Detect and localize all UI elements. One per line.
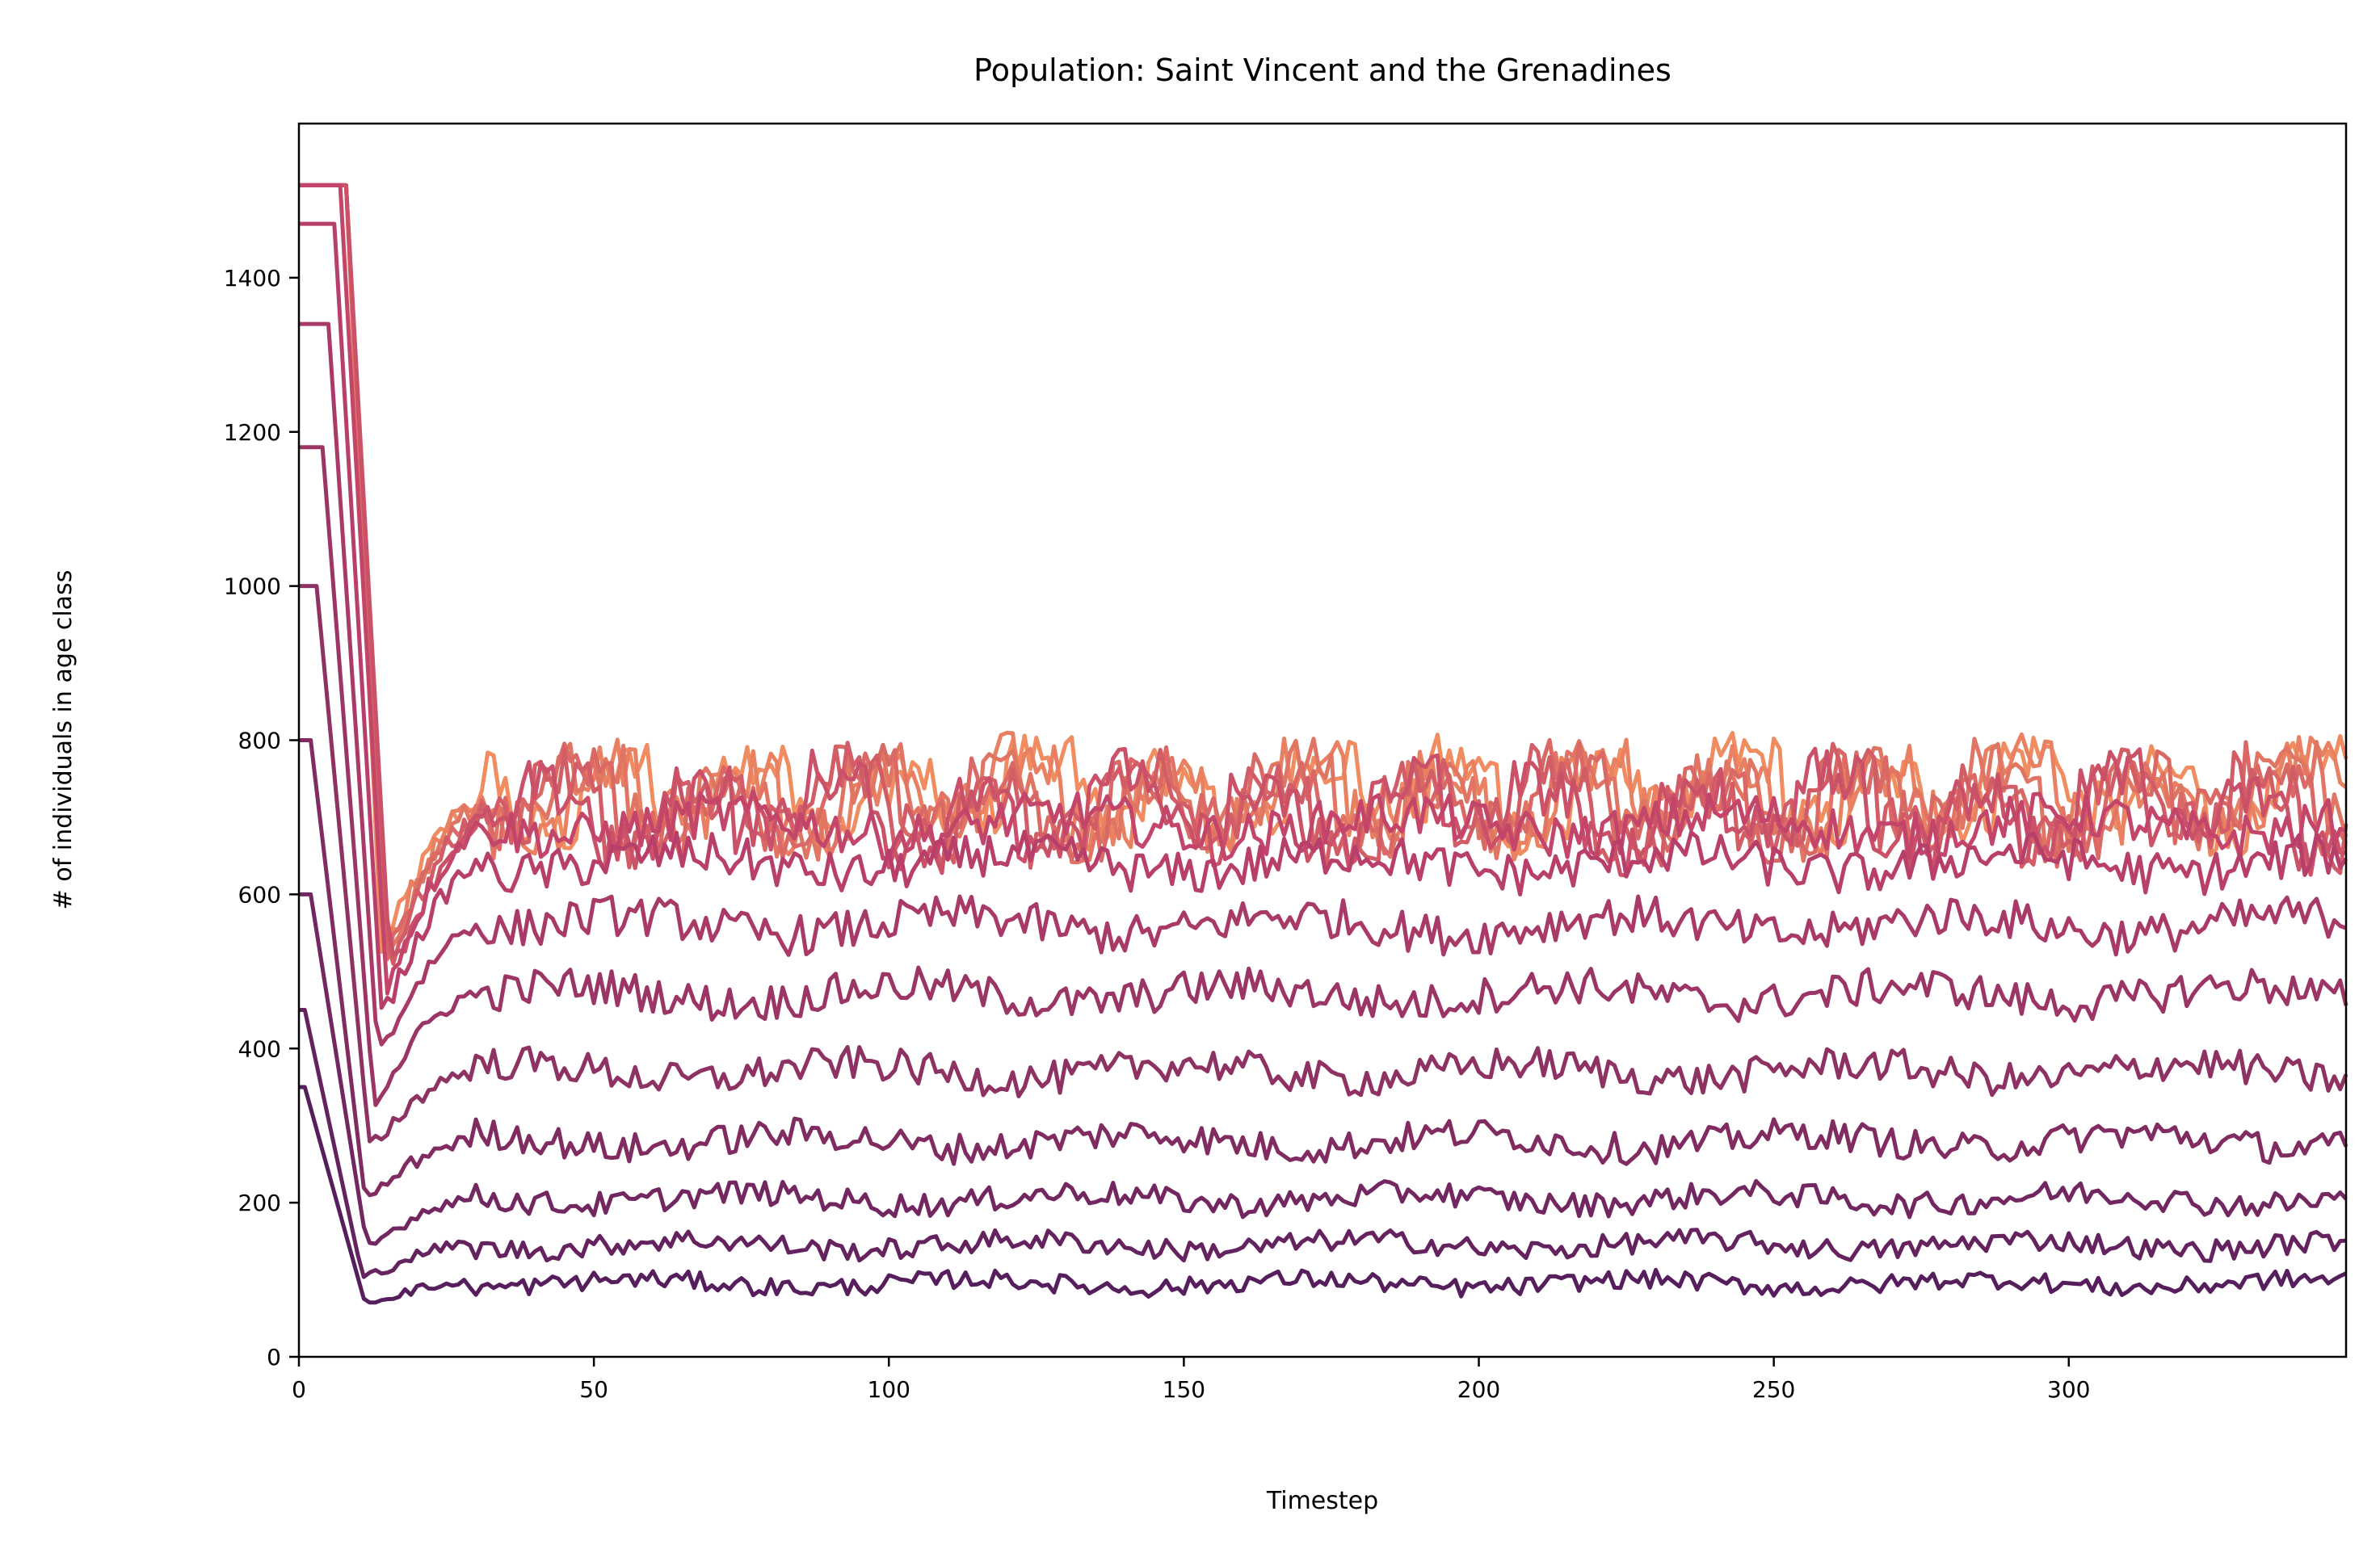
series-line-7 xyxy=(299,183,2347,996)
series-line-10 xyxy=(299,445,2348,1107)
x-tick-label: 300 xyxy=(2047,1376,2090,1403)
series-line-2 xyxy=(299,183,2348,962)
x-axis-ticks: 0 50 100 150 200 250 300 xyxy=(292,1357,2091,1403)
series-line-14 xyxy=(299,1008,2347,1279)
series-layer xyxy=(299,183,2348,1305)
y-tick-label: 1400 xyxy=(224,265,281,292)
x-axis-label: Timestep xyxy=(1266,1487,1378,1515)
x-tick-label: 250 xyxy=(1752,1376,1795,1403)
y-tick-label: 800 xyxy=(238,728,281,754)
y-tick-label: 600 xyxy=(238,881,281,908)
y-axis-label: # of individuals in age class xyxy=(49,570,78,910)
series-line-12 xyxy=(299,738,2348,1198)
chart-title: Population: Saint Vincent and the Grenad… xyxy=(973,52,1671,88)
x-tick-label: 100 xyxy=(868,1376,910,1403)
y-tick-label: 1200 xyxy=(224,419,281,446)
y-tick-label: 0 xyxy=(267,1344,281,1371)
x-tick-label: 0 xyxy=(292,1376,306,1403)
y-axis-ticks: 0 200 400 600 800 1000 1200 1400 xyxy=(224,265,299,1371)
x-tick-label: 150 xyxy=(1163,1376,1205,1403)
series-line-9 xyxy=(299,321,2347,1047)
plot-frame xyxy=(297,122,2348,1358)
y-tick-label: 200 xyxy=(238,1190,281,1216)
series-line-11 xyxy=(299,584,2348,1144)
series-line-13 xyxy=(299,892,2348,1246)
y-tick-label: 400 xyxy=(238,1035,281,1062)
y-tick-label: 1000 xyxy=(224,573,281,600)
series-line-8 xyxy=(299,221,2348,1010)
series-line-15 xyxy=(299,1085,2348,1305)
x-tick-label: 50 xyxy=(579,1376,608,1403)
x-tick-label: 200 xyxy=(1457,1376,1500,1403)
